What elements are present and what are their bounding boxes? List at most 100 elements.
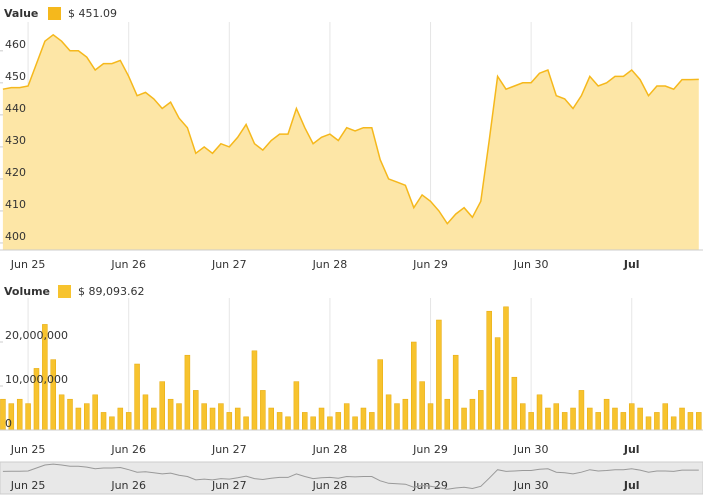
x-tick-label: Jun 28: [312, 479, 348, 492]
x-tick-label: Jun 30: [513, 258, 549, 271]
price-line: [2, 33, 699, 225]
legend-value: $ 89,093.62: [78, 285, 144, 298]
volume-bar: [637, 407, 643, 431]
volume-bar: [411, 341, 417, 431]
volume-bar: [318, 407, 325, 431]
x-tick-label: Jun 29: [412, 479, 448, 492]
x-tick-label: Jun 26: [110, 443, 146, 456]
volume-bar: [419, 381, 425, 431]
volume-bar: [595, 412, 601, 431]
volume-bar: [109, 416, 115, 431]
volume-bar: [58, 394, 65, 431]
volume-bar: [117, 407, 124, 431]
volume-bar: [327, 416, 333, 431]
x-tick-label: Jun 29: [412, 258, 448, 271]
volume-bar: [696, 412, 702, 431]
volume-bar: [25, 403, 31, 431]
x-tick-label: Jun 30: [513, 443, 549, 456]
volume-bar: [452, 354, 459, 431]
volume-bar: [654, 412, 660, 431]
volume-bar: [478, 390, 484, 431]
legend-swatch: [58, 285, 71, 298]
volume-bar: [243, 416, 249, 431]
volume-bar: [260, 390, 266, 431]
volume-bar: [469, 398, 476, 431]
volume-bar: [612, 407, 618, 431]
volume-bar: [251, 350, 258, 431]
volume-bar: [142, 394, 149, 431]
volume-bar: [302, 412, 308, 431]
volume-bar: [511, 376, 518, 431]
volume-bar: [645, 416, 652, 431]
x-tick-label: Jul: [623, 479, 640, 492]
volume-bar: [268, 407, 274, 431]
x-tick-label: Jun 29: [412, 443, 448, 456]
y-tick-label: 400: [5, 230, 26, 243]
area-fill: [2, 34, 699, 250]
x-tick-label: Jun 30: [513, 479, 549, 492]
volume-bar: [528, 412, 534, 431]
volume-bar: [360, 407, 367, 431]
volume-bar: [377, 359, 383, 431]
x-tick-label: Jun 26: [110, 258, 146, 271]
volume-bar: [209, 407, 216, 431]
volume-bar: [335, 412, 342, 431]
volume-bar: [519, 403, 526, 431]
volume-bar: [545, 407, 551, 431]
volume-bar: [394, 403, 400, 431]
volume-bar: [159, 381, 165, 431]
volume-bar: [444, 398, 451, 431]
volume-bar: [134, 363, 140, 431]
volume-bar: [402, 398, 409, 431]
volume-bar: [234, 407, 241, 431]
y-tick-label: 440: [5, 102, 26, 115]
volume-bar: [84, 403, 90, 431]
volume-bar: [369, 412, 375, 431]
legend-value: $ 451.09: [68, 7, 117, 20]
navigator-line: [2, 463, 699, 490]
y-tick-label: 0: [5, 417, 12, 430]
x-tick-label: Jun 25: [10, 258, 46, 271]
y-tick-label: 450: [5, 70, 26, 83]
volume-bar: [92, 394, 98, 431]
y-tick-label: 410: [5, 198, 26, 211]
volume-bar: [662, 403, 669, 431]
volume-bar: [561, 412, 568, 431]
volume-bar: [50, 359, 56, 431]
volume-bar: [578, 390, 585, 431]
x-tick-label: Jun 28: [312, 258, 348, 271]
volume-bar: [75, 407, 82, 431]
volume-bar: [603, 398, 610, 431]
volume-bar: [343, 403, 350, 431]
volume-bar: [536, 394, 543, 431]
volume-bar: [293, 381, 300, 431]
volume-bar: [100, 412, 107, 431]
volume-bar: [486, 310, 492, 431]
volume-bar: [385, 394, 392, 431]
navigator-background: [0, 461, 703, 495]
volume-bar: [176, 403, 182, 431]
volume-bar: [436, 319, 442, 431]
legend-name: Value: [4, 7, 38, 20]
volume-bar: [218, 403, 224, 431]
volume-bar: [620, 412, 627, 431]
y-tick-label: 10,000,000: [5, 373, 68, 386]
y-tick-label: 430: [5, 134, 26, 147]
volume-bar: [503, 306, 509, 431]
x-tick-label: Jul: [623, 258, 640, 271]
x-tick-label: Jun 25: [10, 479, 46, 492]
y-tick-label: 460: [5, 38, 26, 51]
volume-bar: [167, 398, 174, 431]
volume-bar: [184, 354, 191, 431]
volume-bar: [285, 416, 291, 431]
legend-name: Volume: [4, 285, 50, 298]
volume-bar: [151, 407, 157, 431]
x-tick-label: Jul: [623, 443, 640, 456]
x-tick-label: Jun 26: [110, 479, 146, 492]
volume-bar: [553, 403, 560, 431]
volume-bar: [67, 398, 73, 431]
volume-bar: [125, 412, 132, 431]
volume-bar: [494, 337, 501, 431]
volume-bar: [193, 390, 199, 431]
